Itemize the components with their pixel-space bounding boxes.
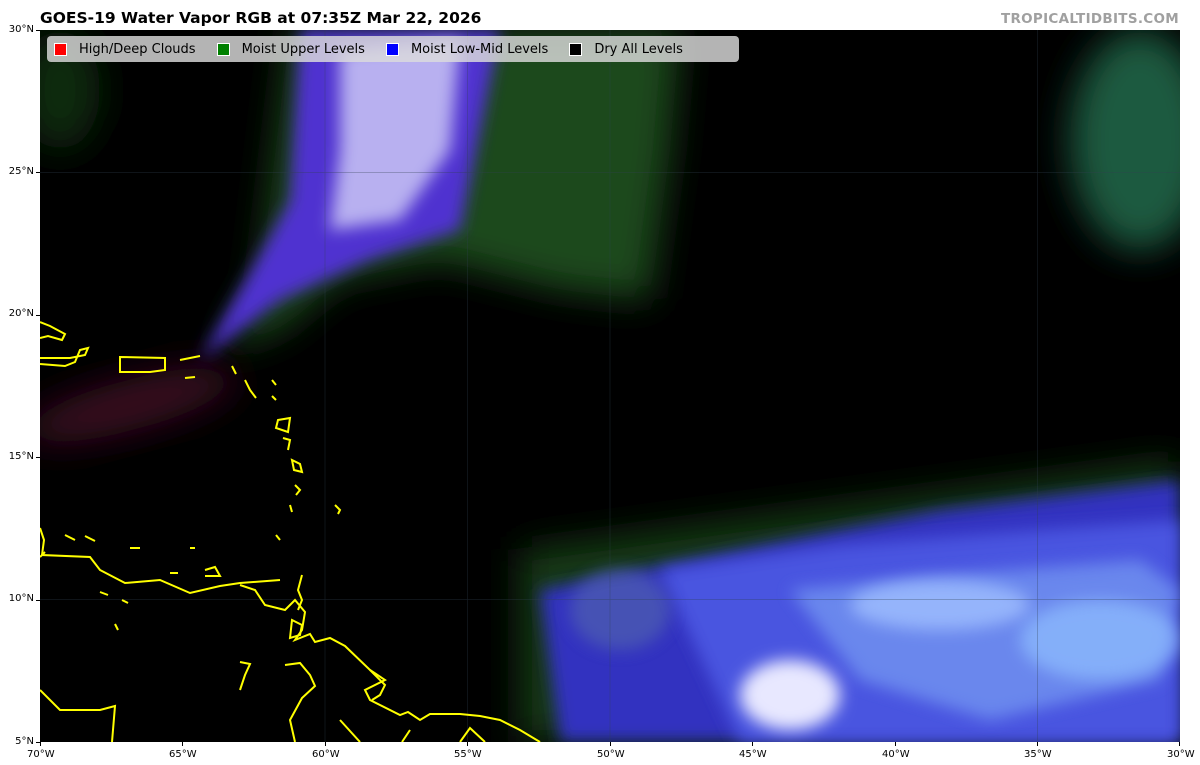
grid-lines — [40, 30, 1180, 742]
map-title: GOES-19 Water Vapor RGB at 07:35Z Mar 22… — [40, 9, 482, 27]
legend-label: Dry All Levels — [594, 41, 683, 57]
lat-tick-label: 30°N — [8, 24, 34, 35]
legend-label: Moist Upper Levels — [241, 41, 365, 57]
lat-tick-label: 20°N — [8, 308, 34, 319]
red-swatch-icon — [54, 42, 67, 56]
lon-tick-label: 30°W — [1167, 749, 1195, 760]
legend-label: Moist Low-Mid Levels — [410, 41, 549, 57]
legend-item-moist-low-mid-levels: Moist Low-Mid Levels — [385, 41, 549, 57]
legend-item-dry-all-levels: Dry All Levels — [569, 42, 683, 57]
legend-item-high-deep-clouds: High/Deep Clouds — [54, 42, 196, 57]
lon-tick-label: 70°W — [27, 749, 55, 760]
lat-tick-label: 5°N — [15, 736, 34, 747]
legend-label: High/Deep Clouds — [79, 41, 196, 57]
lon-tick-label: 50°W — [597, 749, 625, 760]
brand-watermark: TROPICALTIDBITS.COM — [1000, 11, 1179, 27]
lat-tick-label: 25°N — [8, 166, 34, 177]
blue-moist-clouds — [200, 30, 1180, 742]
lon-tick-label: 65°W — [169, 749, 197, 760]
lat-tick-label: 15°N — [8, 451, 34, 462]
lon-tick-label: 55°W — [454, 749, 482, 760]
coastlines — [40, 321, 541, 742]
blue-swatch-icon — [385, 42, 399, 56]
green-swatch-icon — [216, 42, 230, 56]
legend: High/Deep Clouds Moist Upper Levels Mois… — [47, 36, 739, 62]
lat-tick-label: 10°N — [8, 593, 34, 604]
lon-tick-label: 35°W — [1024, 749, 1052, 760]
lon-tick-label: 45°W — [739, 749, 767, 760]
legend-item-moist-upper-levels: Moist Upper Levels — [216, 41, 365, 57]
satellite-map — [40, 30, 1180, 742]
black-swatch-icon — [569, 42, 583, 56]
lon-tick-label: 40°W — [882, 749, 910, 760]
lon-tick-label: 60°W — [312, 749, 340, 760]
